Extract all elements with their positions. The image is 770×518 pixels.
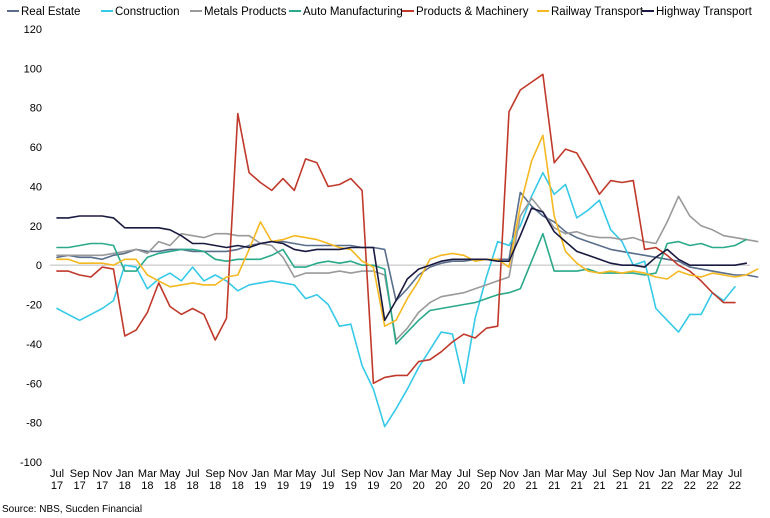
y-tick-label: 20 — [30, 221, 42, 233]
x-tick-label-month: Mar — [138, 468, 157, 480]
x-tick-label-month: Mar — [274, 468, 293, 480]
x-tick-label-month: Jul — [50, 468, 64, 480]
x-tick-label-month: May — [295, 468, 316, 480]
x-tick-label-year: 18 — [164, 480, 176, 492]
x-tick-label-year: 19 — [345, 480, 357, 492]
legend-label: Real Estate — [21, 6, 80, 18]
x-tick-label-year: 18 — [119, 480, 131, 492]
x-tick-label-month: Sep — [341, 468, 361, 480]
x-tick-label-month: May — [160, 468, 181, 480]
x-tick-label-month: Mar — [409, 468, 428, 480]
x-tick-label-month: Nov — [635, 468, 655, 480]
x-tick-label-year: 21 — [638, 480, 650, 492]
x-tick-label-month: Sep — [70, 468, 90, 480]
y-axis: -100 -80 -60 -40 -20 0 20 40 60 80 100 120 — [20, 24, 750, 469]
x-tick-label-month: Jan — [658, 468, 676, 480]
x-tick-label-month: Jul — [457, 468, 471, 480]
legend-label: Metals Products — [204, 6, 287, 18]
legend-label: Railway Transport — [551, 6, 644, 18]
x-tick-label-month: Nov — [364, 468, 384, 480]
y-tick-label: -60 — [26, 378, 42, 390]
x-tick-label-month: Jul — [186, 468, 200, 480]
x-tick-label-month: Sep — [612, 468, 632, 480]
x-tick-label-month: May — [702, 468, 723, 480]
x-tick-label-year: 19 — [322, 480, 334, 492]
series-line-products-machinery — [56, 73, 736, 385]
series-lines — [56, 73, 759, 428]
y-tick-label: 80 — [30, 103, 42, 115]
x-tick-label-year: 18 — [209, 480, 221, 492]
x-tick-label-year: 20 — [412, 480, 424, 492]
y-tick-label: -80 — [26, 418, 42, 430]
x-tick-label-month: Jan — [387, 468, 405, 480]
x-tick-label-year: 21 — [571, 480, 583, 492]
source-note: Source: NBS, Sucden Financial — [2, 504, 142, 515]
x-tick-label-year: 20 — [390, 480, 402, 492]
x-tick-label-year: 17 — [51, 480, 63, 492]
x-tick-label-year: 21 — [548, 480, 560, 492]
x-tick-label-year: 22 — [729, 480, 741, 492]
y-tick-label: -20 — [26, 300, 42, 312]
x-tick-label-month: Jul — [592, 468, 606, 480]
series-line-auto-manufacturing — [56, 232, 748, 345]
x-tick-label-month: Jan — [523, 468, 541, 480]
x-tick-label-year: 21 — [525, 480, 537, 492]
x-tick-label-year: 21 — [616, 480, 628, 492]
x-tick-label-month: Nov — [228, 468, 248, 480]
x-tick-label-month: Mar — [545, 468, 564, 480]
x-tick-label-month: May — [431, 468, 452, 480]
x-tick-label-year: 17 — [73, 480, 85, 492]
x-tick-label-year: 17 — [96, 480, 108, 492]
series-line-real-estate — [56, 191, 759, 302]
chart-legend: Real Estate Construction Metals Products Au… — [7, 6, 753, 18]
y-tick-label: 0 — [36, 260, 42, 272]
legend-label: Products & Machinery — [416, 6, 529, 18]
x-tick-label-year: 18 — [186, 480, 198, 492]
x-tick-label-month: Jul — [728, 468, 742, 480]
y-tick-label: 60 — [30, 142, 42, 154]
x-tick-label-year: 22 — [661, 480, 673, 492]
legend-label: Auto Manufacturing — [303, 6, 403, 18]
x-tick-label-year: 19 — [299, 480, 311, 492]
x-tick-label-year: 19 — [254, 480, 266, 492]
x-tick-label-month: Sep — [477, 468, 497, 480]
legend-label: Highway Transport — [656, 6, 753, 18]
x-tick-label-month: Nov — [92, 468, 112, 480]
x-tick-label-year: 20 — [480, 480, 492, 492]
x-tick-label-month: Jul — [321, 468, 335, 480]
series-line-highway-transport — [56, 207, 748, 322]
x-tick-label-month: May — [566, 468, 587, 480]
y-tick-label: 100 — [24, 63, 42, 75]
x-tick-label-month: Jan — [116, 468, 134, 480]
y-tick-label: -100 — [20, 457, 42, 469]
x-tick-label-month: Sep — [205, 468, 225, 480]
x-tick-label-year: 21 — [593, 480, 605, 492]
series-line-railway-transport — [56, 134, 759, 327]
x-tick-label-year: 19 — [277, 480, 289, 492]
series-line-construction — [56, 171, 736, 428]
series-line-metals-products — [56, 195, 759, 341]
y-tick-label: 120 — [24, 24, 42, 36]
x-tick-label-year: 18 — [232, 480, 244, 492]
x-tick-label-year: 18 — [141, 480, 153, 492]
x-tick-label-year: 20 — [458, 480, 470, 492]
x-tick-label-year: 19 — [367, 480, 379, 492]
legend-label: Construction — [115, 6, 180, 18]
x-tick-label-month: Nov — [499, 468, 519, 480]
x-tick-label-year: 22 — [706, 480, 718, 492]
x-tick-label-month: Mar — [680, 468, 699, 480]
x-tick-label-year: 20 — [503, 480, 515, 492]
y-tick-label: 40 — [30, 181, 42, 193]
y-tick-label: -40 — [26, 339, 42, 351]
x-tick-label-month: Jan — [252, 468, 270, 480]
x-tick-label-year: 20 — [435, 480, 447, 492]
x-tick-label-year: 22 — [684, 480, 696, 492]
x-axis: Jul17Sep17Nov17Jan18Mar18May18Jul18Sep18… — [50, 468, 742, 492]
